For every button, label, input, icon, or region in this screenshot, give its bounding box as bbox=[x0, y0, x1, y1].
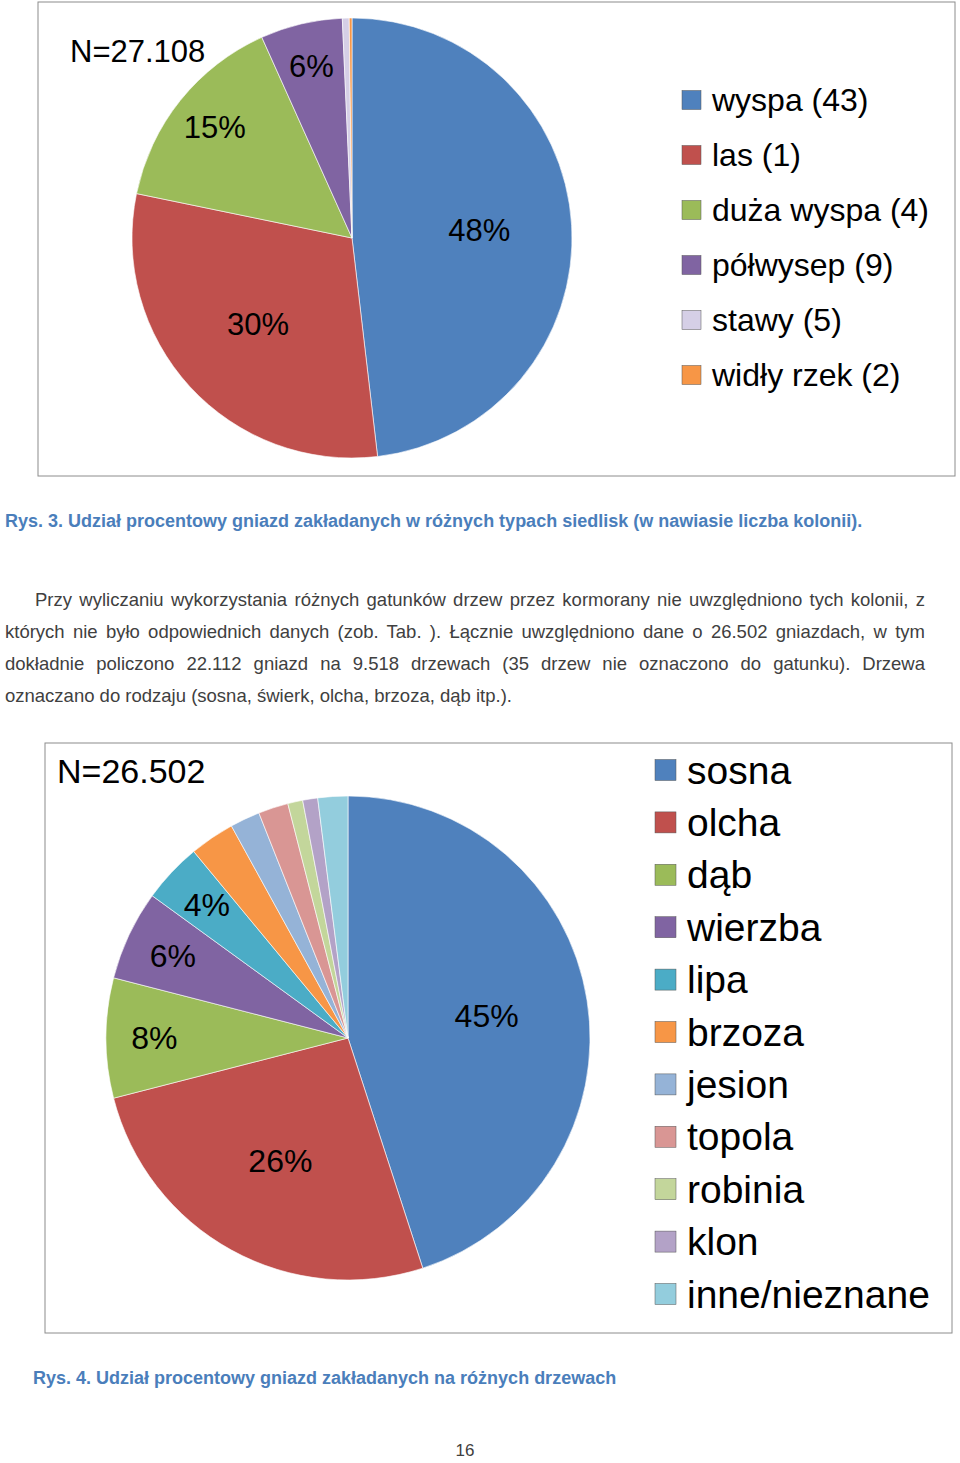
legend-entry: sosna bbox=[687, 749, 791, 792]
legend-swatch bbox=[655, 864, 676, 885]
chart-frame bbox=[38, 2, 955, 476]
figure-caption: Rys. 3. Udział procentowy gniazd zakłada… bbox=[5, 509, 925, 533]
legend-swatch bbox=[655, 917, 676, 938]
legend-entry: las (1) bbox=[712, 137, 801, 173]
pie-slice bbox=[349, 18, 352, 238]
legend-entry: duża wyspa (4) bbox=[712, 192, 929, 228]
chart: N=27.108 48% 30% 15% 6% wyspa (43) las (1) duża… bbox=[38, 2, 955, 476]
legend-swatch bbox=[682, 311, 701, 330]
legend-entry: olcha bbox=[687, 801, 781, 844]
legend-swatch bbox=[655, 1074, 676, 1095]
legend-swatch bbox=[682, 201, 701, 220]
legend-swatch bbox=[682, 256, 701, 275]
legend-swatch bbox=[655, 760, 676, 781]
chart-frame bbox=[45, 743, 952, 1333]
data-label: 15% bbox=[184, 110, 246, 145]
legend-entry: stawy (5) bbox=[712, 302, 842, 338]
legend-entry: topola bbox=[687, 1115, 794, 1158]
chart-title: N=26.502 bbox=[57, 752, 205, 790]
legend-swatch bbox=[655, 1231, 676, 1252]
legend-entry: lipa bbox=[687, 958, 748, 1001]
legend-swatch bbox=[655, 1126, 676, 1147]
legend-swatch bbox=[655, 969, 676, 990]
data-label: 4% bbox=[184, 887, 230, 923]
chart-title: N=27.108 bbox=[70, 34, 205, 69]
pie-slice bbox=[352, 18, 572, 457]
data-label: 30% bbox=[227, 307, 289, 342]
pie-slice bbox=[262, 18, 352, 238]
legend-entry: dąb bbox=[687, 853, 752, 896]
legend-entry: wyspa (43) bbox=[711, 82, 869, 118]
legend-entry: robinia bbox=[687, 1168, 804, 1211]
legend-swatch bbox=[682, 366, 701, 385]
pie-slice bbox=[342, 18, 352, 238]
legend-entry: widły rzek (2) bbox=[711, 357, 900, 393]
page-number: 16 bbox=[430, 1441, 500, 1461]
chart: N=26.502 45% 26% 8% 6% 4% sosna olcha dąb wierzba… bbox=[45, 743, 952, 1333]
pie-slice bbox=[318, 796, 348, 1038]
page: N=27.108 48% 30% 15% 6% wyspa (43) las (1) duża… bbox=[0, 0, 960, 1463]
legend-swatch bbox=[655, 1284, 676, 1305]
data-label: 48% bbox=[448, 213, 510, 248]
legend-entry: brzoza bbox=[687, 1011, 804, 1054]
paragraph: Przy wyliczaniu wykorzystania różnych ga… bbox=[5, 584, 925, 712]
legend-entry: jesion bbox=[686, 1063, 789, 1106]
legend: sosna olcha dąb wierzba lipa brzoza jesion topo… bbox=[655, 749, 930, 1316]
legend-swatch bbox=[655, 1022, 676, 1043]
legend-swatch bbox=[682, 146, 701, 165]
data-label: 6% bbox=[150, 938, 196, 974]
pie: 48% 30% 15% 6% bbox=[132, 18, 572, 458]
figure-caption: Rys. 4. Udział procentowy gniazd zakłada… bbox=[33, 1366, 913, 1390]
data-label: 45% bbox=[455, 998, 519, 1034]
legend-swatch bbox=[655, 1179, 676, 1200]
legend: wyspa (43) las (1) duża wyspa (4) półwysep … bbox=[682, 82, 929, 393]
legend-entry: wierzba bbox=[686, 906, 822, 949]
legend-entry: inne/nieznane bbox=[687, 1273, 930, 1316]
data-label: 8% bbox=[131, 1020, 177, 1056]
pie: 45% 26% 8% 6% 4% bbox=[106, 796, 590, 1280]
legend-swatch bbox=[655, 812, 676, 833]
legend-entry: półwysep (9) bbox=[712, 247, 893, 283]
data-label: 6% bbox=[289, 49, 334, 84]
legend-entry: klon bbox=[687, 1220, 759, 1263]
data-label: 26% bbox=[248, 1143, 312, 1179]
legend-swatch bbox=[682, 91, 701, 110]
